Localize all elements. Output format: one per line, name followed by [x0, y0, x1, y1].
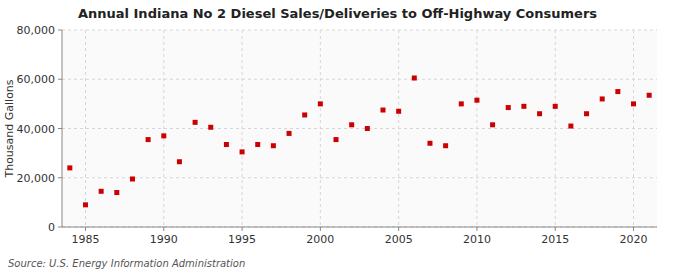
point	[380, 108, 385, 113]
x-tick-label: 2020	[620, 233, 648, 246]
grid	[62, 30, 657, 227]
x-tick	[242, 227, 243, 231]
y-tick	[58, 79, 62, 80]
x-tick	[476, 227, 477, 231]
y-grid-line	[62, 79, 657, 80]
x-grid-line	[85, 30, 86, 227]
point	[427, 141, 432, 146]
chart: 1985 1990 1995 2000 2005 2010 2015 2020 0 20,000 4…	[0, 0, 675, 275]
point	[287, 131, 292, 136]
y-tick	[58, 128, 62, 129]
point	[459, 101, 464, 106]
point	[506, 105, 511, 110]
point	[474, 98, 479, 103]
y-tick-label: 80,000	[17, 24, 56, 37]
point	[553, 104, 558, 109]
x-tick-label: 1990	[150, 233, 178, 246]
x-tick	[633, 227, 634, 231]
point	[615, 89, 620, 94]
x-tick-label: 2000	[306, 233, 334, 246]
point	[146, 137, 151, 142]
y-grid-line	[62, 30, 657, 31]
x-tick-label: 1995	[228, 233, 256, 246]
x-tick	[163, 227, 164, 231]
point	[83, 202, 88, 207]
source-note: Source: U.S. Energy Information Administ…	[8, 258, 245, 269]
points	[67, 76, 651, 208]
plot-area	[62, 30, 657, 227]
y-grid-line	[62, 227, 657, 228]
point	[224, 142, 229, 147]
point	[255, 142, 260, 147]
y-tick	[58, 30, 62, 31]
x-tick	[85, 227, 86, 231]
point	[114, 190, 119, 195]
point	[318, 101, 323, 106]
point	[302, 112, 307, 117]
x-tick-label: 2015	[541, 233, 569, 246]
point	[521, 104, 526, 109]
point	[537, 111, 542, 116]
point	[365, 126, 370, 131]
point	[631, 101, 636, 106]
point	[177, 159, 182, 164]
title: Annual Indiana No 2 Diesel Sales/Deliver…	[78, 6, 597, 21]
x-tick-label: 2005	[385, 233, 413, 246]
point	[647, 93, 652, 98]
point	[349, 122, 354, 127]
point	[240, 149, 245, 154]
point	[67, 165, 72, 170]
x-tick	[320, 227, 321, 231]
point	[130, 176, 135, 181]
y-grid-line	[62, 177, 657, 178]
point	[584, 111, 589, 116]
point	[161, 133, 166, 138]
x-tick-label: 1985	[71, 233, 99, 246]
y-tick	[58, 227, 62, 228]
y-tick	[58, 177, 62, 178]
x-axis-line	[62, 227, 657, 228]
point	[334, 137, 339, 142]
x-tick-label: 2010	[463, 233, 491, 246]
point	[412, 76, 417, 81]
point	[443, 143, 448, 148]
y-tick-label: 40,000	[17, 123, 56, 136]
point	[193, 120, 198, 125]
x-tick	[555, 227, 556, 231]
y-grid-line	[62, 128, 657, 129]
point	[396, 109, 401, 114]
x-tick	[398, 227, 399, 231]
point	[568, 124, 573, 129]
axes: 1985 1990 1995 2000 2005 2010 2015 2020 0 20,000 4…	[17, 24, 658, 246]
point	[600, 96, 605, 101]
point	[99, 189, 104, 194]
point	[271, 143, 276, 148]
point	[490, 122, 495, 127]
point	[208, 125, 213, 130]
y-axis-line	[62, 30, 63, 227]
y-axis-label: Thousand Gallons	[3, 79, 16, 178]
y-tick-label: 0	[48, 221, 55, 234]
y-tick-label: 20,000	[17, 172, 56, 185]
y-tick-label: 60,000	[17, 73, 56, 86]
